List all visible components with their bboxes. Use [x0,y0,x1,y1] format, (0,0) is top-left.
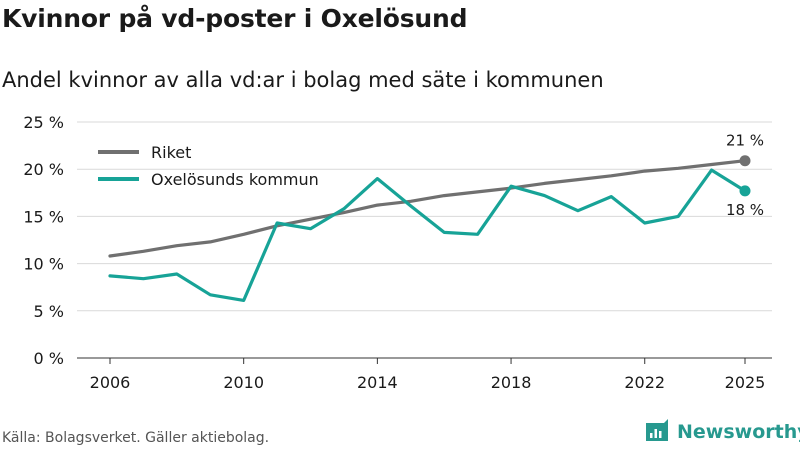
y-tick-label: 20 % [23,160,64,179]
x-tick-label: 2006 [90,373,131,392]
chart-title: Kvinnor på vd-poster i Oxelösund [2,4,468,33]
end-point-riket [739,155,751,167]
series-line-riket [108,159,747,258]
data-label-riket: 21 % [726,132,764,150]
source-note: Källa: Bolagsverket. Gäller aktiebolag. [2,430,270,446]
data-label-oxelosund: 18 % [726,201,764,219]
x-tick-label: 2025 [725,373,766,392]
y-tick-label: 25 % [23,113,64,132]
end-point-oxelosund [739,185,751,197]
y-tick-label: 5 % [34,302,64,321]
brand-name: Newsworthy [677,421,800,443]
x-tick-label: 2014 [357,373,398,392]
series-line-oxelosund [108,168,747,302]
x-tick-label: 2010 [223,373,264,392]
brand-logo: Newsworthy [644,419,800,445]
y-tick-label: 0 % [34,349,64,368]
legend-label-riket: Riket [151,143,191,162]
newsworthy-logo-icon [646,419,668,441]
y-tick-label: 15 % [23,207,64,226]
x-tick-label: 2022 [624,373,665,392]
y-tick-label: 10 % [23,255,64,274]
x-tick-label: 2018 [491,373,532,392]
legend-label-oxelosund: Oxelösunds kommun [151,170,319,189]
chart-subtitle: Andel kvinnor av alla vd:ar i bolag med … [2,68,604,92]
